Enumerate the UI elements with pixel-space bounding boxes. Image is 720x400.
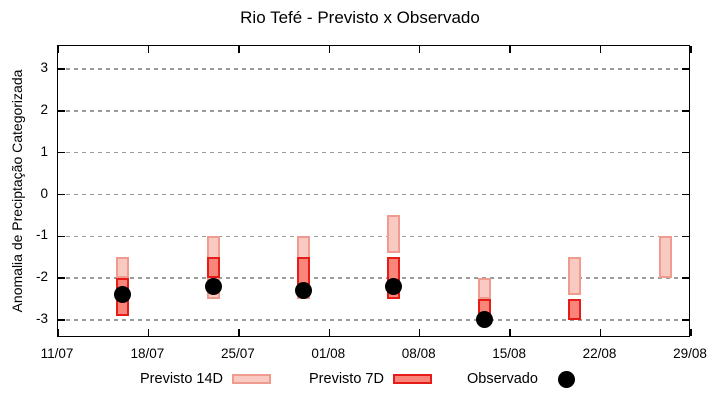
x-tick-label: 15/08 bbox=[492, 346, 527, 361]
xtick-top bbox=[509, 46, 511, 53]
xtick-top bbox=[599, 46, 602, 53]
xtick-top bbox=[328, 46, 331, 53]
y-tick-label: -3 bbox=[35, 310, 48, 326]
xtick-bottom bbox=[57, 329, 59, 336]
x-tick-label: 18/07 bbox=[130, 346, 165, 361]
observado-point bbox=[475, 311, 493, 329]
ytick-left bbox=[58, 193, 65, 196]
previsto-14d-bar bbox=[477, 278, 491, 299]
xtick-bottom bbox=[599, 329, 602, 336]
gridline-y-3 bbox=[58, 319, 689, 321]
legend-label-previsto-14d: Previsto 14D bbox=[140, 371, 224, 387]
observado-point bbox=[385, 277, 403, 295]
observado-point bbox=[204, 277, 222, 295]
gridline-y-2 bbox=[58, 277, 689, 279]
xtick-bottom bbox=[238, 329, 240, 336]
observado-point bbox=[114, 286, 132, 304]
gridline-y1 bbox=[58, 151, 689, 154]
xtick-top bbox=[147, 46, 150, 53]
ytick-right bbox=[682, 151, 689, 154]
x-tick-label: 22/08 bbox=[582, 346, 617, 361]
ytick-right bbox=[682, 235, 689, 238]
ytick-right bbox=[682, 319, 689, 321]
ytick-left bbox=[58, 68, 65, 70]
xtick-bottom bbox=[147, 329, 150, 336]
previsto-14d-bar bbox=[387, 215, 401, 253]
plot-area bbox=[57, 45, 692, 337]
ytick-left bbox=[58, 110, 65, 112]
chart-title: Rio Tefé - Previsto x Observado bbox=[240, 8, 480, 27]
ytick-right bbox=[682, 68, 689, 70]
xtick-bottom bbox=[509, 329, 511, 336]
x-tick-label: 08/08 bbox=[401, 346, 436, 361]
previsto-14d-bar bbox=[116, 257, 130, 279]
x-tick-label: 11/07 bbox=[40, 346, 74, 361]
previsto-7d-bar bbox=[568, 299, 582, 320]
xtick-top bbox=[690, 46, 692, 53]
x-tick-label: 29/08 bbox=[673, 346, 707, 361]
previsto-14d-bar bbox=[568, 257, 582, 295]
legend-item-previsto-7d: Previsto 7D bbox=[309, 368, 432, 390]
y-tick-label: 0 bbox=[40, 185, 48, 201]
xtick-top bbox=[57, 46, 59, 53]
y-tick-label: 3 bbox=[40, 60, 48, 76]
observado-dot-icon bbox=[557, 370, 575, 388]
xtick-top bbox=[238, 46, 240, 53]
ytick-right bbox=[682, 193, 689, 196]
ytick-right bbox=[682, 110, 689, 112]
legend-item-previsto-14d: Previsto 14D bbox=[140, 368, 272, 390]
legend-label-observado: Observado bbox=[467, 371, 538, 387]
previsto-14d-swatch-icon bbox=[232, 374, 272, 384]
previsto-7d-swatch-icon bbox=[392, 374, 432, 384]
legend-label-previsto-7d: Previsto 7D bbox=[309, 371, 384, 387]
xtick-bottom bbox=[418, 329, 421, 336]
previsto-14d-bar bbox=[658, 236, 672, 279]
xtick-bottom bbox=[690, 329, 692, 336]
ytick-left bbox=[58, 235, 65, 238]
legend-item-observado: Observado bbox=[467, 368, 575, 390]
ytick-left bbox=[58, 277, 65, 279]
x-tick-label: 25/07 bbox=[220, 346, 255, 361]
y-tick-label: -1 bbox=[35, 227, 48, 243]
ytick-left bbox=[58, 151, 65, 154]
y-tick-label: -2 bbox=[35, 269, 48, 285]
y-tick-label: 2 bbox=[40, 101, 48, 117]
previsto-7d-bar bbox=[206, 257, 220, 279]
gridline-y2 bbox=[58, 110, 689, 112]
xtick-top bbox=[418, 46, 421, 53]
xtick-bottom bbox=[328, 329, 331, 336]
ytick-right bbox=[682, 277, 689, 279]
gridline-y-1 bbox=[58, 235, 689, 238]
x-tick-label: 01/08 bbox=[311, 346, 346, 361]
gridline-y3 bbox=[58, 68, 689, 70]
observado-point bbox=[294, 282, 312, 300]
y-tick-label: 1 bbox=[40, 143, 48, 159]
gridline-y0 bbox=[58, 193, 689, 196]
ytick-left bbox=[58, 319, 65, 321]
